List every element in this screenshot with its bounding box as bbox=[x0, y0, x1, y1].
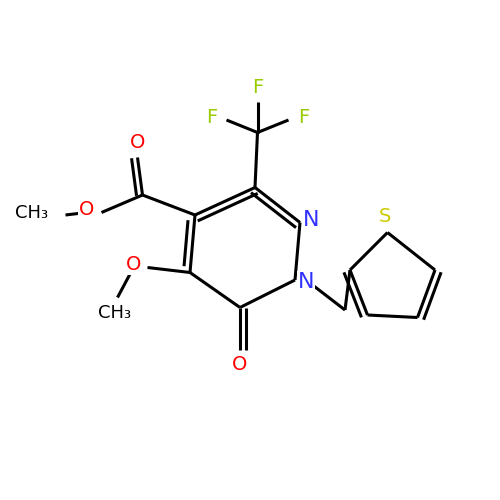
Text: CH₃: CH₃ bbox=[15, 204, 48, 222]
Text: F: F bbox=[206, 108, 217, 127]
Text: O: O bbox=[130, 133, 145, 152]
Text: N: N bbox=[298, 272, 314, 292]
Text: N: N bbox=[303, 210, 320, 230]
Text: O: O bbox=[79, 200, 94, 220]
Text: F: F bbox=[298, 108, 309, 127]
Text: O: O bbox=[126, 256, 141, 274]
Text: CH₃: CH₃ bbox=[98, 304, 132, 322]
Text: F: F bbox=[252, 78, 263, 97]
Text: S: S bbox=[379, 207, 391, 226]
Text: O: O bbox=[232, 356, 248, 374]
